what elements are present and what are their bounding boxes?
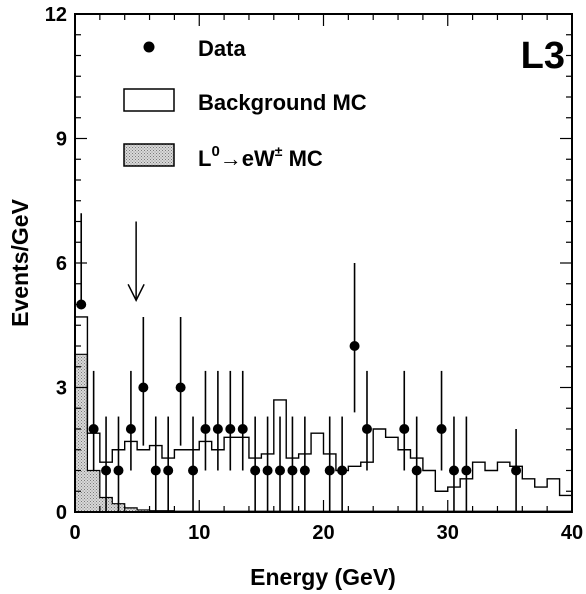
data-point [275, 465, 286, 476]
legend-signal-L: L [198, 146, 211, 171]
data-point [448, 465, 459, 476]
data-point [200, 424, 211, 434]
data-point [113, 465, 124, 476]
x-tick-label: 20 [312, 522, 334, 544]
legend-signal-sup0: 0 [211, 143, 219, 160]
signal-bar [87, 470, 100, 512]
y-tick-label: 9 [56, 129, 67, 151]
y-tick-label: 3 [56, 378, 67, 400]
data-point [225, 424, 236, 434]
arrow-annotation [127, 221, 145, 303]
data-point [324, 465, 335, 476]
experiment-label: L3 [521, 35, 565, 77]
legend-signal-box [123, 143, 175, 167]
data-point [361, 424, 372, 434]
data-point [188, 465, 199, 476]
y-tick-label: 6 [56, 253, 67, 275]
data-point [461, 465, 472, 476]
y-tick-label: 12 [45, 4, 67, 26]
data-point [436, 424, 447, 434]
legend-signal-eW: eW [242, 146, 275, 171]
data-point [262, 465, 273, 476]
data-point [250, 465, 261, 476]
data-point [125, 424, 136, 434]
legend-signal-sup-pm: ± [275, 143, 283, 159]
legend-data-marker [143, 41, 155, 53]
data-point [150, 465, 161, 476]
data-point [511, 465, 522, 476]
legend-signal-mc: MC [282, 146, 322, 171]
signal-bar [75, 354, 88, 512]
data-point [349, 341, 360, 351]
data-point [76, 299, 87, 310]
data-point [337, 465, 348, 476]
arrow-head [127, 284, 145, 303]
data-point [175, 382, 186, 393]
x-tick-label: 0 [69, 522, 80, 544]
data-point [88, 424, 99, 434]
y-axis-title: Events/GeV [7, 198, 33, 326]
x-axis-title: Energy (GeV) [250, 564, 396, 590]
x-tick-label: 40 [561, 522, 583, 544]
data-point [399, 424, 410, 434]
legend-data-label: Data [198, 36, 246, 61]
signal-bar [137, 509, 150, 512]
data-point [138, 382, 149, 393]
y-tick-label: 0 [56, 502, 67, 524]
data-point [163, 465, 174, 476]
data-point [299, 465, 310, 476]
axis-ticks: 0 10 20 30 40 0 3 6 9 12 [45, 4, 583, 544]
legend-background-label: Background MC [198, 90, 367, 115]
legend-signal-arrow: → [220, 146, 242, 171]
data-point [237, 424, 248, 434]
legend-signal-label: L0→eW± MC [198, 143, 323, 171]
data-point [411, 465, 422, 476]
data-point [101, 465, 112, 476]
signal-bar [124, 507, 138, 512]
data-points [76, 213, 522, 512]
x-tick-label: 30 [437, 522, 459, 544]
data-point [212, 424, 223, 434]
background-mc-histogram [74, 316, 573, 512]
legend: Data Background MC L0→eW± MC [123, 36, 367, 171]
background-outline [74, 316, 573, 512]
data-point [287, 465, 298, 476]
legend-background-box [123, 88, 175, 112]
x-tick-label: 10 [188, 522, 210, 544]
